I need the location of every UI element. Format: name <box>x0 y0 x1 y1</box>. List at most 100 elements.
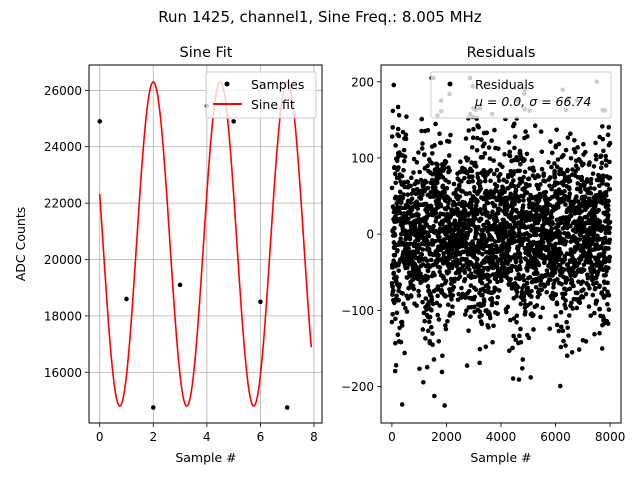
left-xlabel: Sample # <box>175 450 236 465</box>
residual-point <box>549 226 555 231</box>
left-axes-frame <box>88 64 323 424</box>
residual-point <box>433 210 439 216</box>
residual-point <box>548 139 553 144</box>
residual-point <box>487 315 493 321</box>
residual-point <box>554 260 559 265</box>
residual-point <box>507 149 513 155</box>
residual-point <box>531 312 536 318</box>
residual-point <box>446 200 451 206</box>
residual-point <box>593 140 598 146</box>
residual-point <box>469 160 474 165</box>
residual-point <box>600 124 605 129</box>
residual-point <box>497 207 503 212</box>
residual-point <box>601 316 606 321</box>
residual-point <box>561 338 566 344</box>
residual-point <box>465 156 471 162</box>
residual-point <box>590 262 595 268</box>
figure-suptitle: Run 1425, channel1, Sine Freq.: 8.005 MH… <box>158 8 482 26</box>
residual-point <box>419 252 425 257</box>
residual-point <box>523 129 528 134</box>
residual-point <box>517 251 523 257</box>
residual-point <box>408 200 414 205</box>
residual-point <box>428 257 434 263</box>
right-xtick-label: 8000 <box>595 430 626 444</box>
residual-point <box>424 307 429 312</box>
residual-point <box>496 178 502 183</box>
residual-point <box>479 137 484 142</box>
residual-point <box>404 309 410 314</box>
legend-samples-marker <box>224 81 230 87</box>
residual-point <box>549 164 554 170</box>
residual-point <box>518 259 524 265</box>
residual-point <box>475 135 480 141</box>
residual-point <box>491 323 496 329</box>
residual-point <box>607 175 613 180</box>
residual-point <box>526 335 532 341</box>
residual-point <box>542 178 548 184</box>
residual-point <box>396 112 402 118</box>
residual-point <box>603 163 609 168</box>
residual-point <box>533 284 539 290</box>
residual-point <box>463 136 469 141</box>
residual-point <box>437 265 443 270</box>
residual-point <box>417 366 422 372</box>
residual-point <box>482 207 488 212</box>
residual-point <box>458 266 463 272</box>
residual-point <box>470 241 476 247</box>
residual-point <box>407 241 413 247</box>
residual-point <box>522 169 528 175</box>
residual-point <box>603 193 609 198</box>
residual-point <box>430 242 436 247</box>
residual-point <box>565 277 570 282</box>
residual-point <box>434 300 440 306</box>
residual-point <box>524 151 530 157</box>
residual-point <box>495 311 500 317</box>
residual-point <box>468 314 473 319</box>
residual-point <box>511 235 517 240</box>
residual-point <box>518 266 523 272</box>
residual-point <box>460 263 466 268</box>
residual-point <box>544 289 550 295</box>
residual-point <box>560 226 566 231</box>
residual-point <box>602 286 607 292</box>
residual-point <box>605 182 611 188</box>
residual-point <box>473 287 479 292</box>
residual-point <box>474 230 480 236</box>
residual-point <box>419 146 425 151</box>
residual-point <box>490 339 495 345</box>
residual-point <box>470 145 475 150</box>
residual-point <box>440 183 446 189</box>
residual-point <box>529 195 535 201</box>
residual-point <box>474 261 479 266</box>
residual-point <box>446 179 452 185</box>
residual-point <box>536 174 542 179</box>
residual-point <box>472 294 478 300</box>
residual-point <box>466 288 472 294</box>
residual-point <box>569 300 574 306</box>
residual-point <box>428 203 434 209</box>
residual-point <box>580 279 585 284</box>
residual-point <box>513 259 519 265</box>
residual-point <box>568 131 573 137</box>
residual-point <box>431 357 437 362</box>
residual-point <box>482 178 488 184</box>
residual-point <box>403 136 409 142</box>
residual-point <box>556 328 562 334</box>
residual-point <box>602 235 608 241</box>
residual-point <box>447 197 453 202</box>
residual-point <box>522 157 527 163</box>
residual-point <box>577 300 583 306</box>
residual-point <box>559 219 564 225</box>
sine-fit-line <box>98 81 313 407</box>
residual-point <box>569 349 575 355</box>
left-fit-layer <box>98 81 313 407</box>
residual-point <box>565 135 571 140</box>
residual-point <box>425 328 431 334</box>
residual-point <box>489 236 495 241</box>
residual-point <box>487 156 493 161</box>
residual-point <box>482 151 488 156</box>
right-panel: Residuals Residuals μ = 0.0, σ = 66.74 0… <box>341 45 625 465</box>
residual-point <box>405 265 410 270</box>
residual-point <box>437 303 443 308</box>
right-legend: Residuals μ = 0.0, σ = 66.74 <box>430 71 612 119</box>
